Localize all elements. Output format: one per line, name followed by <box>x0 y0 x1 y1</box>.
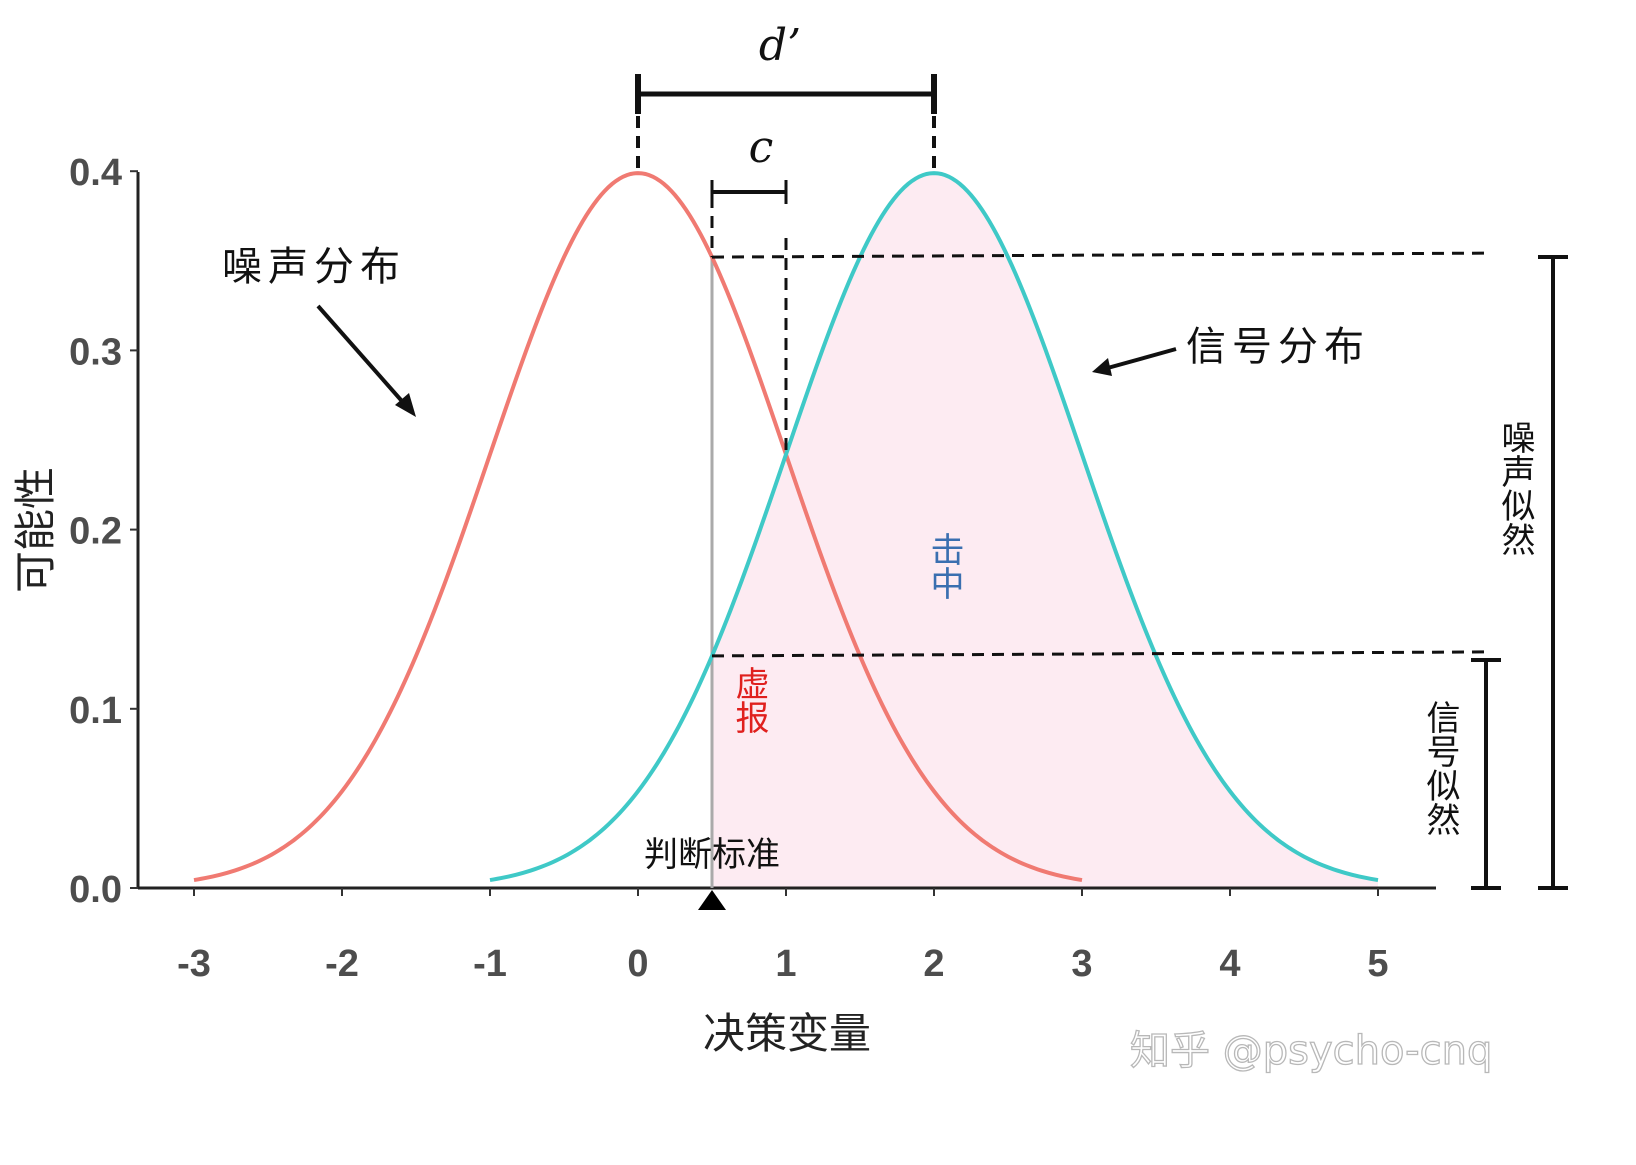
criterion-label: 判断标准 <box>644 835 780 875</box>
criterion-marker-icon <box>698 890 726 910</box>
d-prime-label: d’ <box>759 20 801 71</box>
x-tick-label: 0 <box>627 943 648 985</box>
noise-distribution-label: 噪声分布 <box>222 244 406 290</box>
x-tick-label: 1 <box>775 943 796 985</box>
x-tick-label: 5 <box>1367 943 1388 985</box>
x-tick-label: -2 <box>325 943 359 985</box>
y-axis-title: 可能性 <box>11 467 60 593</box>
noise-likelihood-guide <box>711 251 1491 259</box>
noise-arrow <box>316 304 416 417</box>
y-tick-label: 0.1 <box>69 690 122 732</box>
y-ticks: 0.0 0.1 0.2 0.3 0.4 <box>69 152 138 911</box>
x-tick-label: 3 <box>1071 943 1092 985</box>
x-tick-label: 4 <box>1219 943 1240 985</box>
c-label: c <box>749 122 774 173</box>
noise-likelihood-label: 噪声似然 <box>1495 420 1535 556</box>
x-tick-label: -1 <box>473 943 507 985</box>
shaded-region <box>712 173 1378 888</box>
y-tick-label: 0.4 <box>69 152 122 194</box>
guide-lines <box>636 96 1491 658</box>
x-tick-label: -3 <box>177 943 211 985</box>
signal-distribution-label: 信号分布 <box>1186 324 1370 370</box>
watermark: 知乎 @psycho-cnq <box>1130 1028 1492 1074</box>
x-ticks: -3 -2 -1 0 1 2 3 4 5 <box>177 888 1389 985</box>
brackets <box>635 74 1568 890</box>
signal-distribution-curve <box>489 171 1379 883</box>
x-axis-title: 决策变量 <box>703 1009 871 1058</box>
false-alarm-label: 虚报 <box>729 666 769 734</box>
noise-distribution-curve <box>193 171 1083 883</box>
signal-likelihood-guide <box>711 650 1491 658</box>
y-tick-label: 0.3 <box>69 331 122 373</box>
y-tick-label: 0.0 <box>69 869 122 911</box>
hit-label: 击中 <box>924 532 964 600</box>
signal-arrow <box>1092 347 1177 376</box>
y-tick-label: 0.2 <box>69 511 122 553</box>
signal-likelihood-label: 信号似然 <box>1420 700 1460 836</box>
x-tick-label: 2 <box>923 943 944 985</box>
